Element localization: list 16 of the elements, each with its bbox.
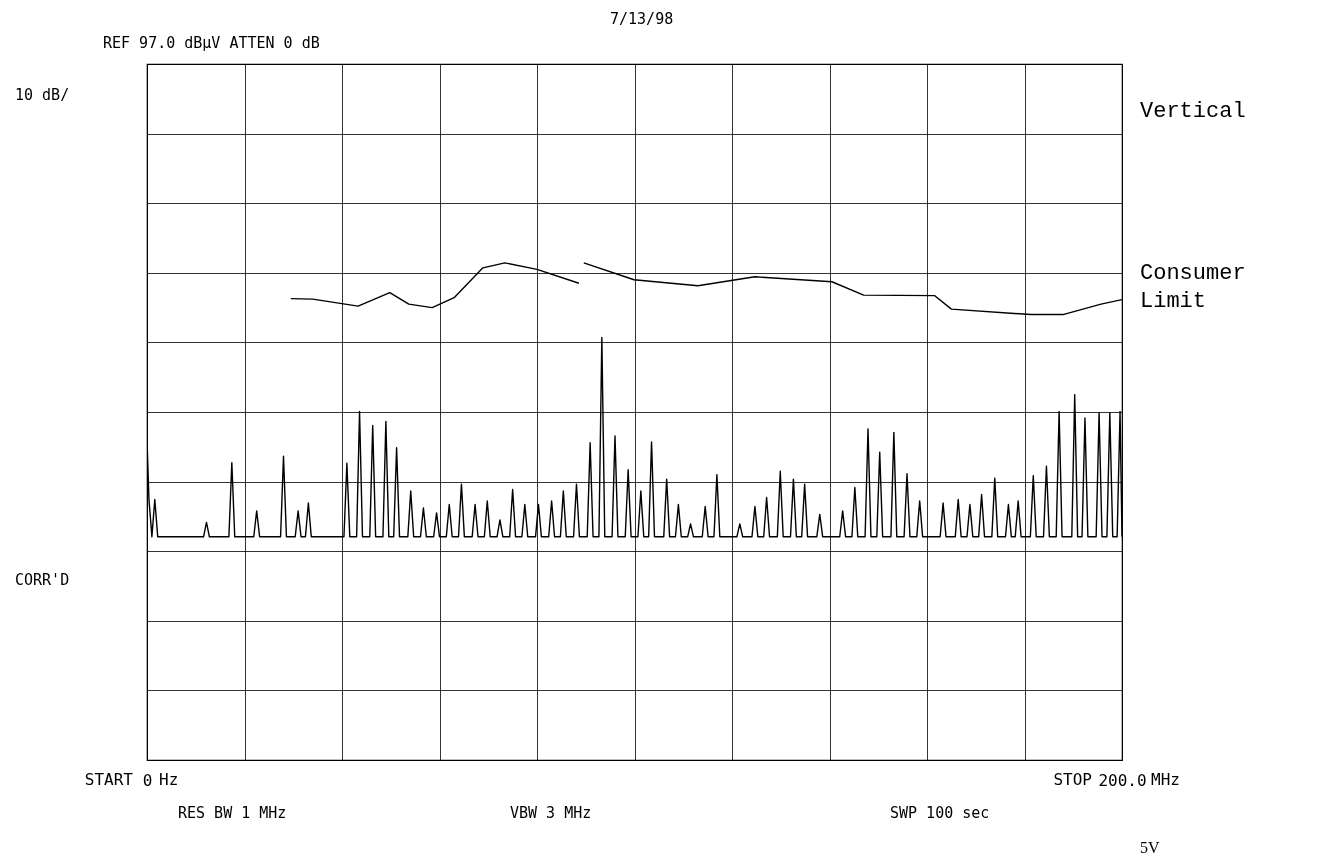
text: STOP: [1053, 770, 1092, 789]
text: CORR'D: [15, 571, 70, 589]
chart-subtitle: REF 97.0 dBµV ATTEN 0 dB: [103, 34, 320, 52]
chart-title: 7/13/98: [610, 10, 674, 28]
text: SWP 100 sec: [890, 804, 990, 822]
series-label: Consumer Limit: [1140, 261, 1246, 314]
text: 10 dB/: [15, 86, 70, 104]
x-tick-label: 200.0: [1098, 770, 1147, 790]
text: Hz: [159, 770, 179, 789]
text: MHz: [1151, 770, 1180, 789]
text: 5V: [1140, 839, 1160, 856]
text: RES BW 1 MHz: [178, 804, 287, 822]
text: VBW 3 MHz: [510, 804, 592, 822]
text: START: [84, 770, 134, 789]
text: Vertical: [1140, 99, 1246, 124]
x-tick-label: 0: [142, 770, 153, 790]
